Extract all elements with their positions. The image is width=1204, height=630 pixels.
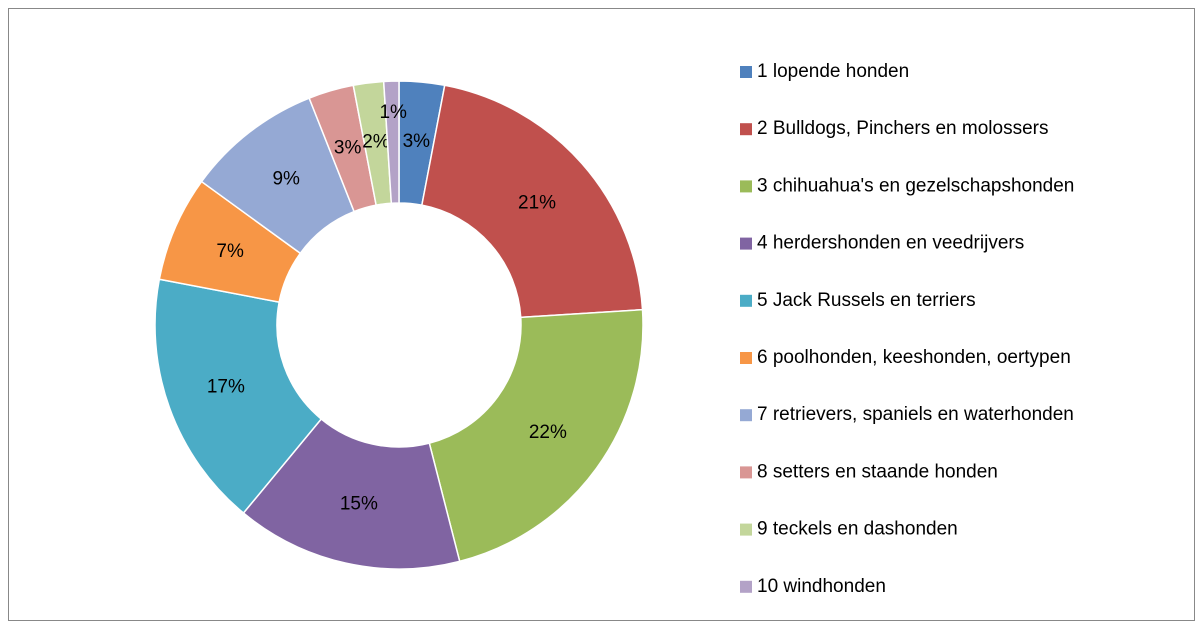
donut-slice bbox=[382, 80, 400, 205]
legend-swatch bbox=[740, 409, 752, 422]
legend-swatch bbox=[740, 237, 752, 250]
legend-swatch bbox=[740, 66, 752, 78]
data-label: 22% bbox=[529, 422, 567, 443]
legend-label: 8 setters en staande honden bbox=[757, 461, 998, 482]
legend-label: 1 lopende honden bbox=[757, 61, 909, 82]
donut-slice bbox=[428, 308, 644, 563]
legend-label: 4 herdershonden en veedrijvers bbox=[757, 233, 1024, 254]
legend-label: 9 teckels en dashonden bbox=[757, 519, 958, 540]
legend-label: 10 windhonden bbox=[757, 576, 886, 597]
legend-swatch bbox=[740, 294, 752, 307]
data-label: 9% bbox=[272, 169, 300, 190]
data-label: 3% bbox=[334, 137, 362, 158]
legend-swatch bbox=[740, 580, 752, 593]
legend-label: 6 poolhonden, keeshonden, oertypen bbox=[757, 347, 1071, 368]
data-label: 7% bbox=[216, 241, 244, 262]
data-label: 3% bbox=[403, 131, 431, 152]
legend-swatch bbox=[740, 123, 752, 136]
donut-slice bbox=[242, 417, 461, 570]
legend-label: 5 Jack Russels en terriers bbox=[757, 290, 976, 311]
legend-label: 3 chihuahua's en gezelschapshonden bbox=[757, 175, 1074, 196]
legend-swatch bbox=[740, 523, 752, 536]
legend-label: 7 retrievers, spaniels en waterhonden bbox=[757, 404, 1074, 425]
legend-swatch bbox=[740, 180, 752, 193]
data-label: 2% bbox=[362, 131, 390, 152]
donut-slice bbox=[154, 278, 323, 515]
donut-slice bbox=[420, 84, 644, 319]
legend-swatch bbox=[740, 466, 752, 479]
legend-label: 2 Bulldogs, Pinchers en molossers bbox=[757, 118, 1048, 139]
legend-swatch bbox=[740, 352, 752, 364]
data-label: 21% bbox=[518, 192, 556, 213]
data-label: 17% bbox=[207, 376, 245, 397]
data-label: 1% bbox=[379, 102, 407, 123]
data-label: 15% bbox=[340, 494, 378, 515]
